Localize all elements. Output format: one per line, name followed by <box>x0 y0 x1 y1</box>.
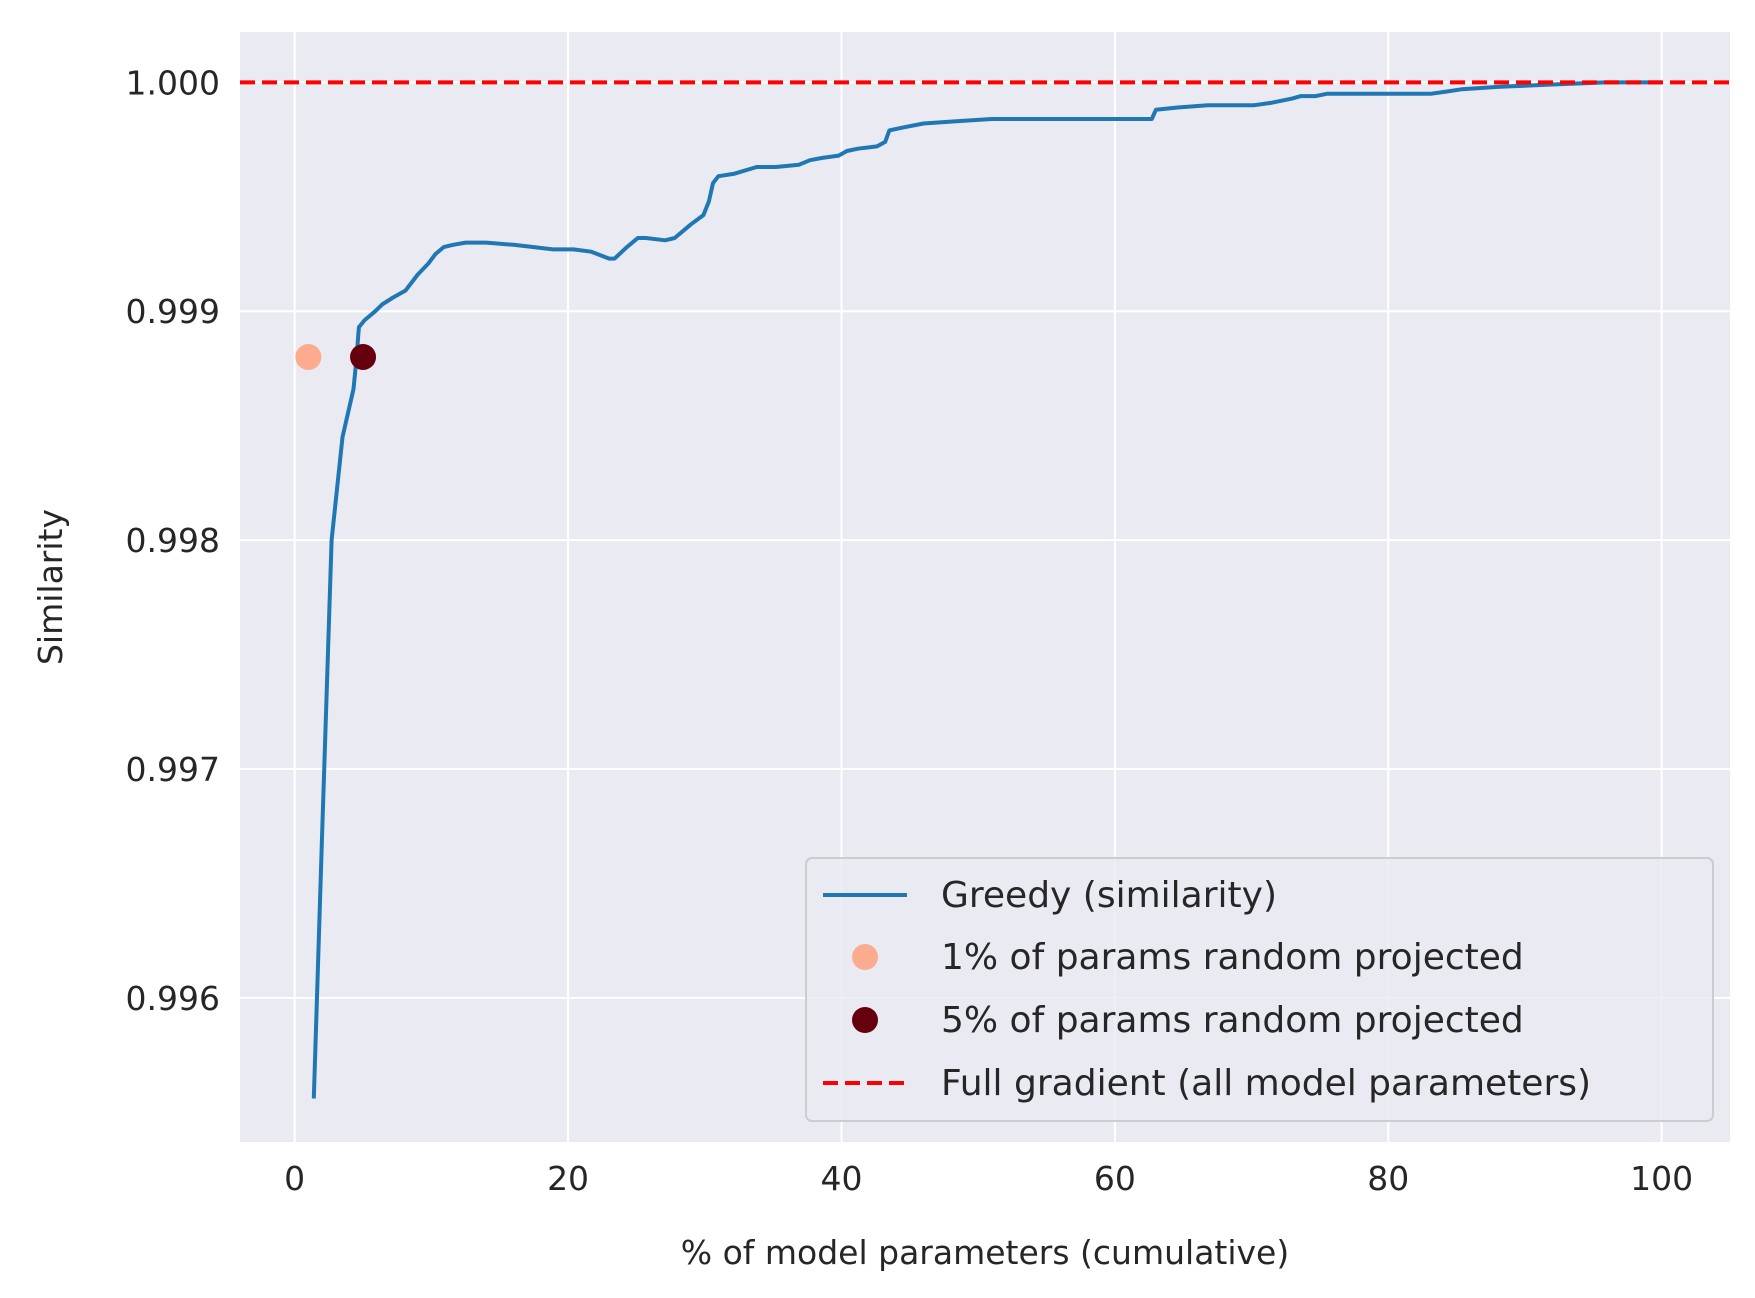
legend: Greedy (similarity) 1% of params random … <box>805 857 1714 1122</box>
x-tick-label: 20 <box>547 1159 589 1198</box>
legend-box <box>805 857 1714 1122</box>
x-tick-label: 100 <box>1630 1159 1693 1198</box>
legend-1pct-swatch <box>852 944 878 970</box>
legend-1pct-label: 1% of params random projected <box>941 937 1524 978</box>
x-tick-labels: 0 20 40 60 80 100 <box>284 1159 1693 1198</box>
y-tick-labels: 0.996 0.997 0.998 0.999 1.000 <box>126 63 220 1017</box>
x-axis-label: % of model parameters (cumulative) <box>681 1233 1290 1272</box>
one-percent-projected-point <box>295 343 322 370</box>
x-tick-label: 80 <box>1367 1159 1409 1198</box>
y-tick-label: 0.997 <box>126 750 220 789</box>
y-tick-label: 0.996 <box>126 979 220 1018</box>
legend-greedy-label: Greedy (similarity) <box>941 875 1277 916</box>
y-tick-label: 0.998 <box>126 521 220 560</box>
greedy-similarity-line <box>311 80 1662 1099</box>
x-tick-label: 40 <box>820 1159 862 1198</box>
five-percent-projected-point <box>350 343 377 370</box>
y-axis-label: Similarity <box>31 509 70 665</box>
x-tick-label: 0 <box>284 1159 305 1198</box>
x-tick-label: 60 <box>1094 1159 1136 1198</box>
legend-5pct-label: 5% of params random projected <box>941 1000 1524 1041</box>
y-tick-label: 1.000 <box>126 63 220 102</box>
legend-full-label: Full gradient (all model parameters) <box>941 1063 1591 1104</box>
series-layer <box>240 80 1730 1099</box>
y-tick-label: 0.999 <box>126 292 220 331</box>
legend-5pct-swatch <box>852 1007 878 1033</box>
